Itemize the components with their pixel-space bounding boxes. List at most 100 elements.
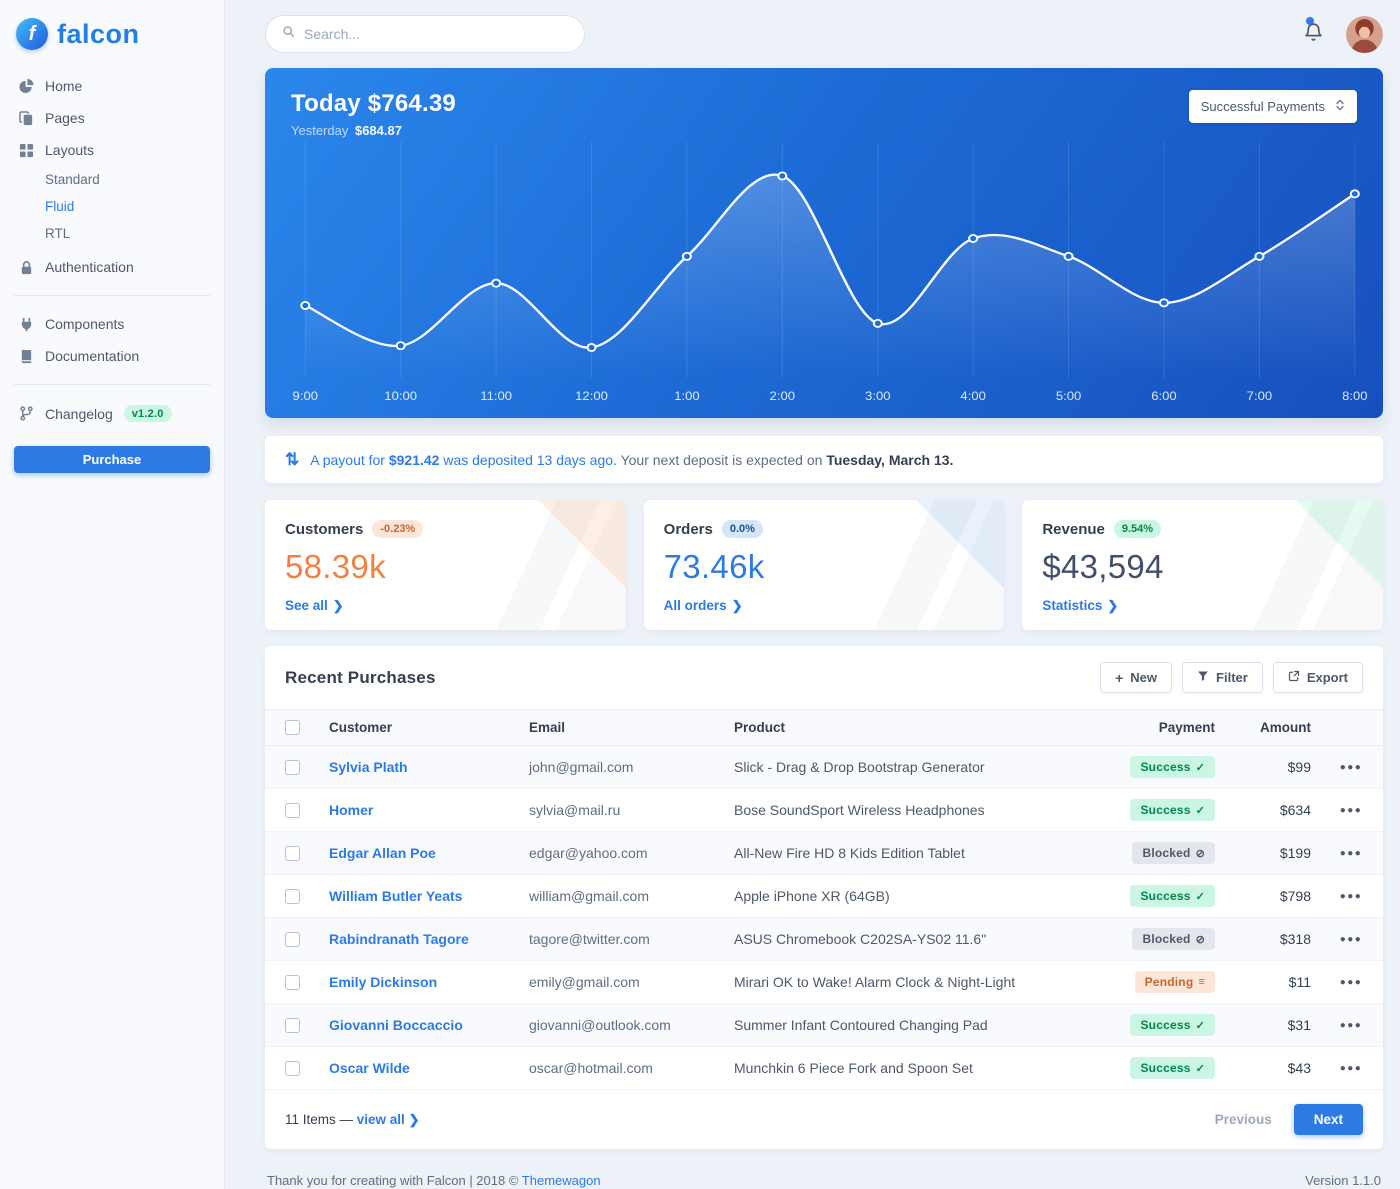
all-orders-link[interactable]: All orders ❯ [663,598,743,613]
sidebar-item-documentation[interactable]: Documentation [14,340,210,372]
column-header-amount[interactable]: Amount [1260,720,1311,735]
row-actions-button[interactable]: ●●● [1334,973,1369,992]
table-row: Emily Dickinson emily@gmail.com Mirari O… [265,961,1383,1004]
table-row: Sylvia Plath john@gmail.com Slick - Drag… [265,746,1383,789]
footer-credits: Thank you for creating with Falcon | 201… [267,1173,601,1188]
row-actions-button[interactable]: ●●● [1334,1059,1369,1078]
version-badge: v1.2.0 [123,405,172,422]
table-row: William Butler Yeats william@gmail.com A… [265,875,1383,918]
table-row: Edgar Allan Poe edgar@yahoo.com All-New … [265,832,1383,875]
brand-name: falcon [57,18,140,49]
new-button[interactable]: + New [1100,662,1173,693]
sidebar-item-standard[interactable]: Standard [45,172,100,187]
themewagon-link[interactable]: Themewagon [521,1173,601,1188]
today-value: $764.39 [367,90,456,117]
sidebar-item-label: Documentation [45,348,140,364]
customer-link[interactable]: Homer [329,802,374,818]
statistics-link[interactable]: Statistics ❯ [1042,598,1119,613]
sidebar-item-rtl[interactable]: RTL [45,226,71,241]
sidebar-item-home[interactable]: Home [14,70,210,102]
search-box[interactable] [265,15,585,53]
falcon-logo-icon: f [16,18,48,50]
plus-icon: + [1115,669,1124,686]
select-all-checkbox[interactable] [285,720,300,735]
product-text: Munchkin 6 Piece Fork and Spoon Set [734,1060,973,1076]
chart-pie-icon [18,78,34,94]
purchase-button[interactable]: Purchase [14,446,210,473]
row-checkbox[interactable] [285,1017,300,1033]
customer-link[interactable]: William Butler Yeats [329,888,463,904]
user-avatar[interactable] [1346,15,1383,53]
svg-text:6:00: 6:00 [1151,390,1177,403]
row-checkbox[interactable] [285,802,300,818]
main-content: Today $764.39 Yesterday $684.87 Successf… [225,0,1400,1189]
sidebar-item-layouts[interactable]: Layouts [14,134,210,166]
table-body: Sylvia Plath john@gmail.com Slick - Drag… [265,746,1383,1090]
payment-status-badge: Success ✓ [1130,885,1215,907]
customer-link[interactable]: Emily Dickinson [329,974,438,990]
items-count-text: 11 Items — [285,1112,357,1127]
payment-status-icon: ⊘ [1195,847,1205,860]
previous-button[interactable]: Previous [1214,1112,1272,1127]
search-input[interactable] [304,26,568,42]
payment-status-badge: Success ✓ [1130,756,1215,778]
customer-link[interactable]: Rabindranath Tagore [329,931,469,947]
notifications-button[interactable] [1299,17,1328,50]
email-text: edgar@yahoo.com [529,845,648,861]
row-checkbox[interactable] [285,974,300,990]
see-all-link[interactable]: See all ❯ [285,598,344,613]
product-text: Mirari OK to Wake! Alarm Clock & Night-L… [734,974,1016,990]
table-row: Oscar Wilde oscar@hotmail.com Munchkin 6… [265,1047,1383,1090]
customer-link[interactable]: Giovanni Boccaccio [329,1017,463,1033]
export-icon [1288,670,1300,685]
row-actions-button[interactable]: ●●● [1334,844,1369,863]
sidebar-item-fluid[interactable]: Fluid [45,199,75,214]
yesterday-total: Yesterday $684.87 [291,123,456,138]
topbar [265,0,1383,68]
sidebar-item-changelog[interactable]: Changelog v1.2.0 [14,397,210,430]
next-button[interactable]: Next [1293,1104,1363,1135]
view-all-link[interactable]: view all ❯ [356,1112,420,1127]
footer-version: Version 1.1.0 [1305,1173,1381,1188]
row-checkbox[interactable] [285,845,300,861]
payments-line-chart: 9:00 10:00 11:00 12:00 1:00 2:00 3:00 4:00 5:00 6… [293,142,1368,403]
product-text: All-New Fire HD 8 Kids Edition Tablet [734,845,965,861]
row-actions-button[interactable]: ●●● [1334,758,1369,777]
svg-text:9:00: 9:00 [293,390,319,403]
row-actions-button[interactable]: ●●● [1334,801,1369,820]
customers-stat-card: Customers -0.23% 58.39k See all ❯ [265,500,626,630]
customer-link[interactable]: Sylvia Plath [329,759,408,775]
column-header-email[interactable]: Email [529,720,566,735]
column-header-customer[interactable]: Customer [329,720,393,735]
row-actions-button[interactable]: ●●● [1334,1016,1369,1035]
payment-status-badge: Success ✓ [1130,799,1215,821]
sidebar-item-components[interactable]: Components [14,308,210,340]
column-header-payment[interactable]: Payment [1158,720,1215,735]
payments-filter-dropdown[interactable]: Successful Payments [1188,90,1357,123]
row-actions-button[interactable]: ●●● [1334,930,1369,949]
stat-value: $43,594 [1042,548,1164,585]
dropdown-selected-value: Successful Payments [1200,99,1325,114]
payment-status-icon: ≡ [1198,976,1205,988]
row-checkbox[interactable] [285,1060,300,1076]
chevron-right-icon: ❯ [1107,598,1119,613]
payment-status-icon: ⊘ [1195,933,1205,946]
row-checkbox[interactable] [285,931,300,947]
customer-link[interactable]: Oscar Wilde [329,1060,410,1076]
sidebar-item-pages[interactable]: Pages [14,102,210,134]
filter-button[interactable]: Filter [1182,662,1263,693]
row-checkbox[interactable] [285,888,300,904]
sidebar-item-authentication[interactable]: Authentication [14,251,210,283]
plug-icon [18,316,34,332]
falcon-logo[interactable]: f falcon [14,16,210,70]
column-header-product[interactable]: Product [734,720,786,735]
chevron-right-icon: ❯ [731,598,743,613]
payout-link[interactable]: A payout for $921.42 was deposited 13 da… [310,451,614,468]
customer-link[interactable]: Edgar Allan Poe [329,845,436,861]
row-actions-button[interactable]: ●●● [1334,887,1369,906]
export-button[interactable]: Export [1272,662,1363,693]
notification-indicator-dot [1306,17,1314,25]
orders-stat-card: Orders 0.0% 73.46k All orders ❯ [643,500,1005,630]
row-checkbox[interactable] [285,759,300,775]
today-label: Today [291,90,361,117]
